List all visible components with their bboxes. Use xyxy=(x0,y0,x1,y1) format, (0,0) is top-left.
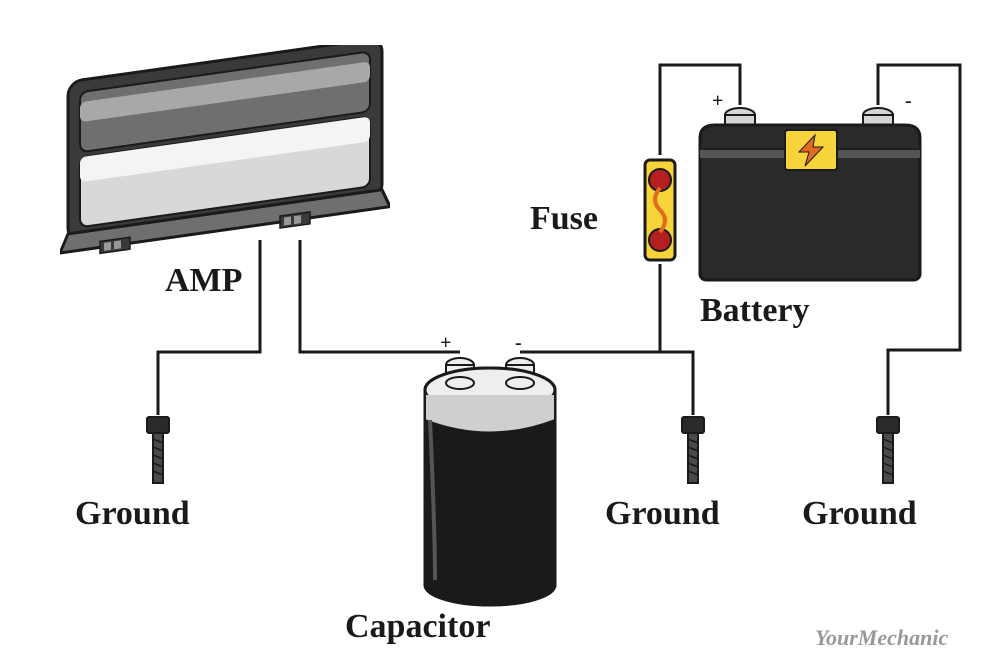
fuse-label: Fuse xyxy=(530,200,598,238)
wiring-diagram: AMP Fuse Battery Capacitor Ground Ground… xyxy=(0,0,1000,667)
battery-icon xyxy=(695,90,925,290)
amp-label: AMP xyxy=(165,262,242,300)
bat-minus-label: - xyxy=(905,90,912,113)
watermark-label: YourMechanic xyxy=(815,625,948,651)
ground-bolt-left-icon xyxy=(145,415,171,490)
fuse-icon xyxy=(640,155,680,265)
cap-plus-label: + xyxy=(440,332,451,355)
battery-label: Battery xyxy=(700,292,810,330)
ground-bolt-right-icon xyxy=(875,415,901,490)
cap-minus-label: - xyxy=(515,332,522,355)
capacitor-icon xyxy=(415,350,565,610)
ground-right-label: Ground xyxy=(802,495,917,533)
bat-plus-label: + xyxy=(712,90,723,113)
capacitor-label: Capacitor xyxy=(345,608,490,646)
amp-icon xyxy=(60,45,390,265)
ground-bolt-mid-icon xyxy=(680,415,706,490)
ground-left-label: Ground xyxy=(75,495,190,533)
ground-mid-label: Ground xyxy=(605,495,720,533)
